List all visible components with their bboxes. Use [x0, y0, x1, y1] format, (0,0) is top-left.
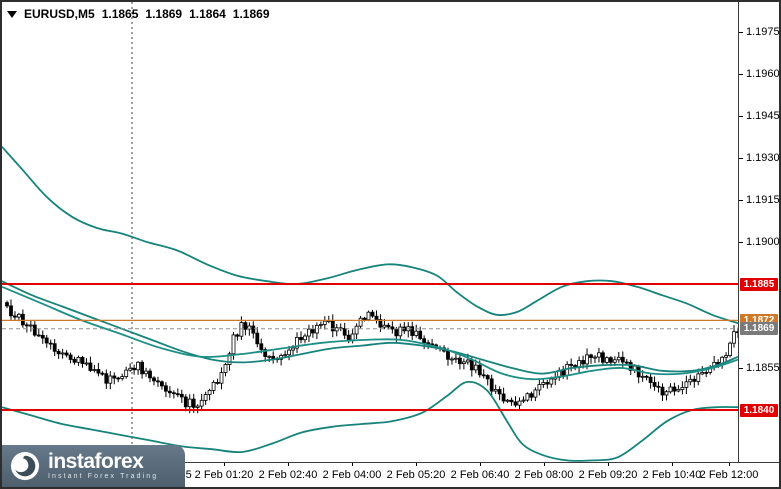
chart-header: EURUSD,M5 1.1865 1.1869 1.1864 1.1869 — [7, 7, 270, 21]
chart-dropdown-arrow-icon[interactable] — [7, 10, 17, 18]
price-axis[interactable]: 1.1975 1.1960 1.1945 1.1930 1.1915 1.1900 1.18… — [738, 2, 779, 462]
price-axis-label: 1.1900 — [746, 236, 780, 248]
logo-brand-text: instaforex — [48, 450, 144, 473]
instaforex-logo-icon — [10, 451, 40, 481]
price-tick — [739, 115, 743, 117]
price-axis-label: 1.1915 — [746, 194, 780, 206]
ohlc-open: 1.1865 — [101, 7, 139, 21]
time-axis-label: 2 Feb 02:40 — [258, 469, 318, 481]
bollinger-upper-line — [2, 146, 738, 325]
bollinger-middle-line — [2, 280, 738, 375]
ohlc-close: 1.1869 — [232, 7, 270, 21]
time-tick — [729, 463, 730, 466]
chart-symbol-timeframe: EURUSD,M5 — [24, 7, 95, 21]
price-axis-label: 1.1855 — [746, 362, 780, 374]
time-tick — [672, 463, 673, 466]
chart-canvas[interactable] — [2, 2, 738, 462]
price-level-badge: 1.1869 — [740, 322, 778, 336]
time-axis-label: 2 Feb 01:20 — [194, 469, 254, 481]
time-axis-label: 2 Feb 05:20 — [386, 469, 446, 481]
price-tick — [739, 73, 743, 75]
time-tick — [288, 463, 289, 466]
time-tick — [352, 463, 353, 466]
price-axis-label: 1.1945 — [746, 110, 780, 122]
price-axis-label: 1.1930 — [746, 152, 780, 164]
time-axis-label: 2 Feb 06:40 — [450, 469, 510, 481]
time-axis-label: 2 Feb 04:00 — [322, 469, 382, 481]
time-tick — [224, 463, 225, 466]
instaforex-logo: instaforex Instant Forex Trading — [2, 445, 185, 487]
time-axis-label: 2 Feb 10:40 — [642, 469, 702, 481]
ohlc-low: 1.1864 — [189, 7, 226, 21]
price-tick — [739, 31, 743, 33]
time-tick — [544, 463, 545, 466]
moving-average-line — [2, 285, 738, 381]
price-tick — [739, 199, 743, 201]
price-axis-label: 1.1975 — [746, 26, 780, 38]
bollinger-lower-line — [2, 380, 738, 462]
price-tick — [739, 157, 743, 159]
time-axis-label: 2 Feb 08:00 — [514, 469, 574, 481]
logo-tagline: Instant Forex Trading — [48, 473, 159, 480]
price-tick — [739, 367, 743, 369]
price-axis-label: 1.1960 — [746, 68, 780, 80]
time-tick — [416, 463, 417, 466]
chart-plot-area[interactable]: EURUSD,M5 1.1865 1.1869 1.1864 1.1869 — [2, 2, 738, 462]
ohlc-high: 1.1869 — [145, 7, 183, 21]
time-axis-label: 2 Feb 12:00 — [699, 469, 759, 481]
time-tick — [480, 463, 481, 466]
candlestick-series — [5, 299, 738, 414]
price-level-badge: 1.1885 — [740, 277, 778, 291]
price-level-badge: 1.1840 — [740, 403, 778, 417]
price-tick — [739, 241, 743, 243]
time-tick — [608, 463, 609, 466]
time-axis-label: 2 Feb 09:20 — [578, 469, 638, 481]
